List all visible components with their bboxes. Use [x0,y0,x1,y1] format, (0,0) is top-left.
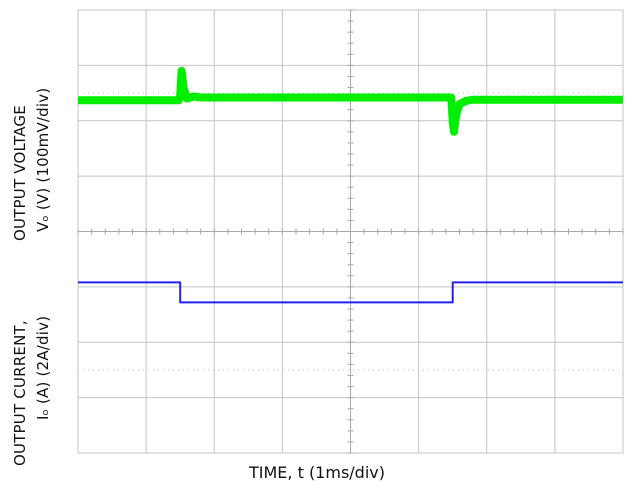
voltage-axis-label-line1: OUTPUT VOLTAGE [11,105,29,241]
x-axis-label: TIME, t (1ms/div) [249,463,385,482]
voltage-axis-label-line2: Vₒ (V) (100mV/div) [34,87,52,232]
current-axis-label-line1: OUTPUT CURRENT, [11,320,29,466]
current-axis-label-line2: Iₒ (A) (2A/div) [34,315,52,420]
traces [78,66,623,304]
output-voltage-trace [78,66,623,136]
grid [77,9,624,454]
output-current-trace [78,281,623,304]
